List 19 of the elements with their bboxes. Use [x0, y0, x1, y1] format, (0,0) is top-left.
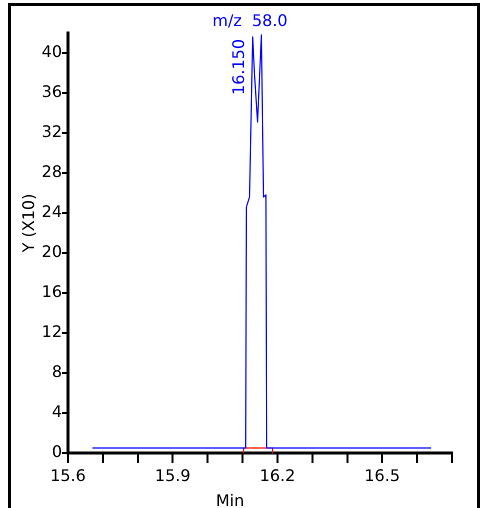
- y-tick-label: 20: [42, 242, 62, 262]
- y-tick-label: 12: [42, 322, 62, 342]
- x-tick-label: 16.5: [364, 466, 400, 485]
- x-tick-label: 15.9: [154, 466, 191, 485]
- y-tick-label: 40: [42, 42, 62, 62]
- y-axis-title: Y (X10): [19, 194, 38, 254]
- y-tick-label: 32: [42, 122, 62, 142]
- y-tick-label: 24: [42, 202, 62, 222]
- y-tick-label: 28: [42, 162, 62, 182]
- x-tick-label: 16.2: [260, 466, 296, 485]
- y-tick-label: 8: [52, 362, 62, 382]
- annotation: 16.150: [229, 39, 248, 95]
- y-tick-label: 36: [42, 82, 62, 102]
- y-tick-label: 16: [42, 282, 62, 302]
- x-tick-label: 15.6: [50, 466, 86, 485]
- x-axis-title: Min: [216, 491, 244, 508]
- y-tick-label: 4: [52, 402, 62, 422]
- chart-title: m/z 58.0: [212, 11, 288, 30]
- y-tick-label: 0: [52, 442, 62, 462]
